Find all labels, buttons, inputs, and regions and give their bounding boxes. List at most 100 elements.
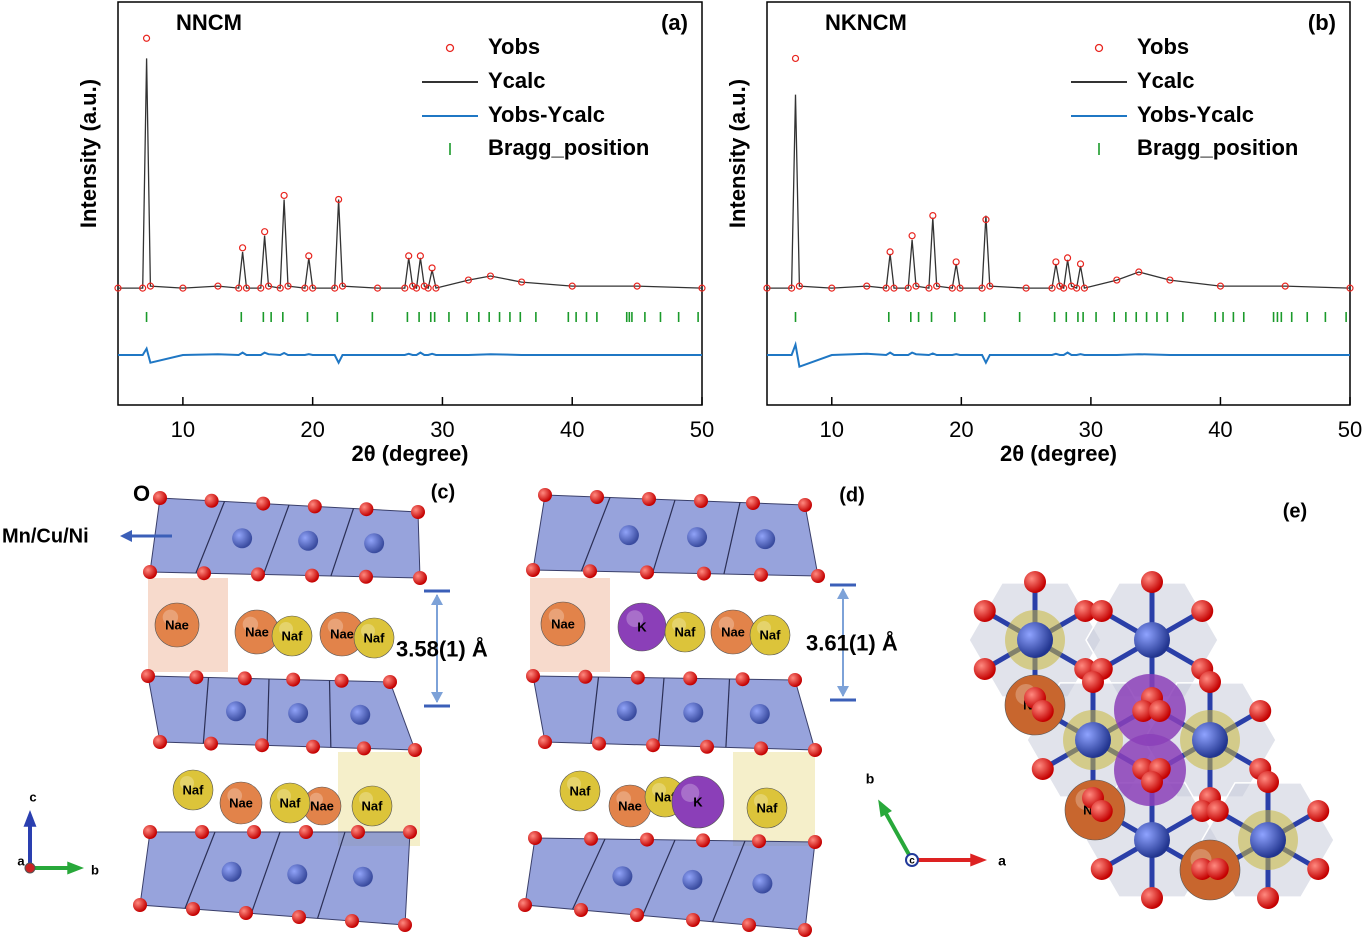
oxygen-atom xyxy=(811,569,825,583)
axis-label: a xyxy=(17,853,25,868)
oxygen-atom xyxy=(1031,700,1054,722)
oxygen-atom xyxy=(735,672,750,687)
obs-point xyxy=(335,195,343,204)
polyhedron-edge xyxy=(580,497,611,572)
metal-atom xyxy=(364,533,385,554)
metal-atom xyxy=(352,866,373,887)
obs-point xyxy=(1281,282,1289,290)
atom-label: Naf xyxy=(570,783,592,798)
atom-highlight xyxy=(652,783,666,797)
obs-point xyxy=(882,284,890,292)
oxygen-atom xyxy=(574,903,588,917)
oxygen-atom xyxy=(143,825,157,839)
obs-point xyxy=(956,284,964,292)
y-axis-label: Intensity (a.u.) xyxy=(725,79,750,228)
obs-point xyxy=(261,228,269,236)
obs-point xyxy=(1056,282,1064,290)
obs-point xyxy=(432,284,440,292)
oxygen-atom xyxy=(247,825,261,839)
atom-label: Naf xyxy=(757,800,779,815)
oxygen-atom xyxy=(383,675,397,689)
obs-point xyxy=(986,282,994,290)
atom-sphere xyxy=(271,615,313,657)
obs-point xyxy=(763,284,771,292)
y-axis-label: Intensity (a.u.) xyxy=(76,79,101,228)
atom-sphere xyxy=(219,781,263,825)
polyhedron-edge xyxy=(262,504,290,575)
obs-point xyxy=(1166,276,1174,284)
axis-label: b xyxy=(91,862,99,877)
metal-atom xyxy=(616,700,637,721)
metal-atom xyxy=(749,703,770,724)
oxygen-atom xyxy=(189,670,204,685)
axis-origin xyxy=(905,853,919,867)
atom-sphere xyxy=(540,601,586,647)
oxygen-atom xyxy=(526,563,540,577)
axis-arrow xyxy=(882,809,914,861)
oxygen-atom xyxy=(1090,800,1113,822)
obs-point xyxy=(235,284,243,292)
atom-label: K xyxy=(693,794,703,809)
atom-label: Nae xyxy=(165,617,189,632)
axis-label: c xyxy=(909,856,915,867)
atom-sphere xyxy=(269,782,311,824)
oxygen-atom xyxy=(973,658,996,680)
legend-label: Yobs xyxy=(1137,34,1189,59)
octahedral-slab xyxy=(147,675,416,751)
obs-point xyxy=(486,272,495,280)
oxygen-atom xyxy=(251,567,265,582)
axis-label: a xyxy=(998,853,1006,869)
obs-point xyxy=(338,282,347,290)
polyhedron-edge xyxy=(652,499,676,573)
metal-atom xyxy=(350,704,371,725)
atom-highlight xyxy=(359,792,373,806)
obs-point xyxy=(633,282,641,290)
atom-sphere xyxy=(154,602,200,648)
obs-point xyxy=(886,248,894,256)
x-tick-label: 20 xyxy=(949,417,973,442)
atom-label: Nae xyxy=(245,624,269,639)
oxygen-atom xyxy=(359,502,374,517)
polyhedron-edge xyxy=(657,677,665,746)
oxygen-atom xyxy=(351,825,365,839)
oxygen-atom xyxy=(305,568,319,583)
obs-point xyxy=(114,284,122,292)
atom-label: Naf xyxy=(760,627,782,642)
oxygen-atom xyxy=(1191,600,1214,622)
oxygen-atom xyxy=(686,913,700,927)
metal-atom xyxy=(618,525,639,546)
obs-point xyxy=(424,284,432,292)
oxygen-atom xyxy=(798,498,812,512)
metal-atom xyxy=(1134,822,1170,858)
x-tick-label: 10 xyxy=(820,417,844,442)
panel-label: (e) xyxy=(1283,500,1307,522)
x-axis-label: 2θ (degree) xyxy=(1000,441,1117,466)
oxygen-atom xyxy=(700,739,714,754)
oxygen-atom xyxy=(788,673,802,687)
octahedral-slab xyxy=(532,675,816,751)
atom-highlight xyxy=(162,609,179,625)
atom-label: K xyxy=(637,619,647,634)
polyhedron-edge xyxy=(712,840,746,922)
atom-label: Naf xyxy=(183,782,205,797)
oxygen-atom xyxy=(518,898,532,912)
sample-label: NKNCM xyxy=(825,10,907,35)
oxygen-atom xyxy=(195,825,209,839)
obs-point xyxy=(284,282,292,290)
oxygen-atom xyxy=(186,902,200,916)
axis-label: c xyxy=(29,789,36,804)
interlayer-spacing: 3.58(1) Å xyxy=(396,635,488,661)
atom-highlight xyxy=(626,610,644,627)
x-tick-label: 10 xyxy=(171,417,195,442)
obs-point xyxy=(305,252,313,260)
obs-point xyxy=(1022,284,1030,292)
atom-sphere xyxy=(353,617,395,659)
x-tick-label: 50 xyxy=(690,417,714,442)
obs-point xyxy=(401,284,409,292)
oxygen-atom xyxy=(1132,700,1155,722)
obs-point xyxy=(1346,284,1354,292)
atom-label: Nae xyxy=(618,798,642,813)
atom-sphere xyxy=(746,787,788,829)
obs-point xyxy=(405,252,413,260)
